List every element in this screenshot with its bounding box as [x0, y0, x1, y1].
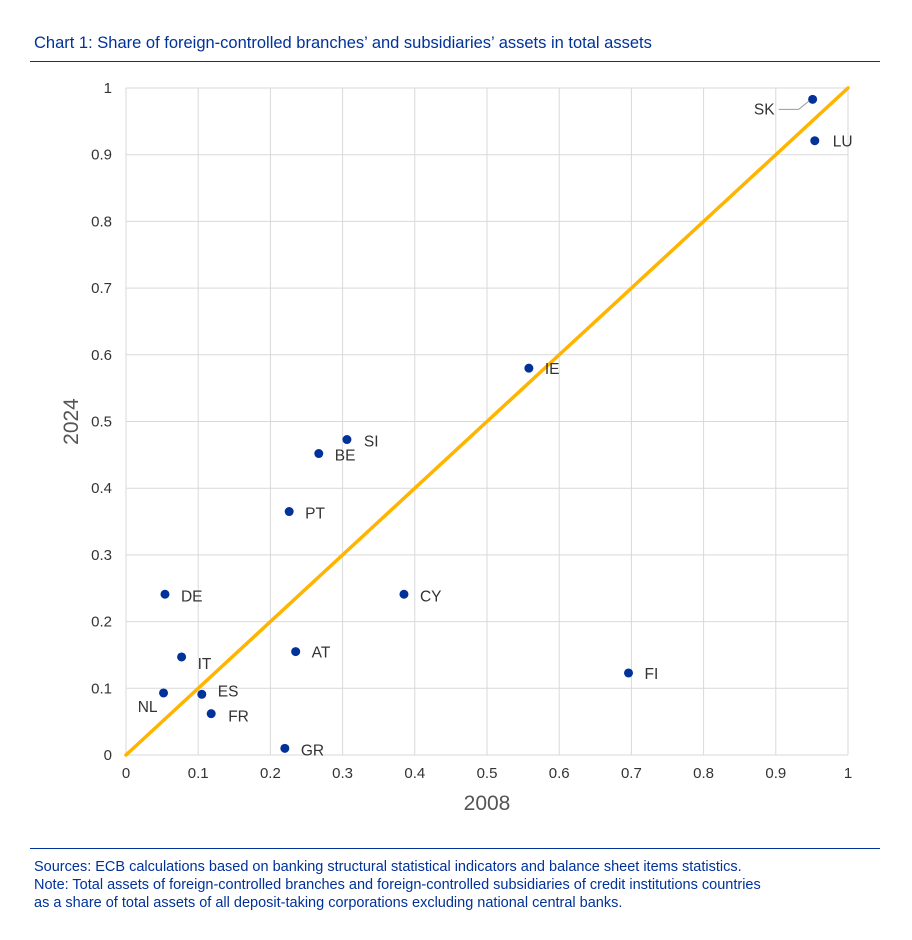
point-sk: [808, 94, 818, 104]
x-tick-label: 0: [122, 765, 130, 782]
point-label-gr: GR: [301, 742, 324, 759]
point-label-fi: FI: [645, 666, 659, 683]
y-tick-label: 0.8: [91, 213, 112, 230]
point-ie: [524, 363, 534, 373]
point-si: [342, 435, 352, 445]
y-tick-label: 0.7: [91, 280, 112, 297]
y-tick-label: 0.5: [91, 414, 112, 431]
notes-divider: [30, 848, 880, 849]
point-fi: [624, 668, 634, 678]
point-nl: [159, 688, 169, 698]
scatter-plot: SK LU IE SI BE PT DE CY AT IT FI ES NL FR GR 0 0.1 0.2 0.…: [60, 80, 853, 815]
point-label-si: SI: [364, 434, 379, 451]
grid-lines: [125, 87, 849, 756]
point-lu: [810, 136, 820, 146]
point-label-ie: IE: [545, 361, 560, 378]
y-tick-label: 1: [104, 80, 112, 97]
point-label-es: ES: [218, 683, 239, 700]
footnotes: Sources: ECB calculations based on banki…: [34, 858, 884, 912]
point-cy: [399, 589, 409, 599]
point-label-cy: CY: [420, 588, 442, 605]
x-tick-label: 0.5: [477, 765, 498, 782]
point-es: [197, 689, 207, 699]
point-label-lu: LU: [833, 134, 853, 151]
x-tick-label: 0.8: [693, 765, 714, 782]
chart-title: Chart 1: Share of foreign-controlled bra…: [34, 34, 652, 52]
definition-note-line-1: Note: Total assets of foreign-controlled…: [34, 877, 761, 893]
leader-line-sk: [778, 100, 809, 110]
point-be: [314, 449, 324, 459]
point-it: [177, 652, 187, 662]
x-tick-label: 0.7: [621, 765, 642, 782]
point-de: [160, 589, 170, 599]
definition-note-line-2: as a share of total assets of all deposi…: [34, 895, 623, 911]
data-points: SK LU IE SI BE PT DE CY AT IT FI ES NL FR GR: [138, 94, 853, 759]
reference-line-group: [124, 86, 850, 757]
point-label-it: IT: [198, 656, 212, 673]
point-label-pt: PT: [305, 506, 325, 523]
x-tick-label: 1: [844, 765, 852, 782]
y-axis-title: 2024: [60, 398, 83, 445]
y-tick-label: 0.1: [91, 680, 112, 697]
point-gr: [280, 743, 290, 753]
point-label-de: DE: [181, 588, 203, 605]
point-fr: [206, 709, 216, 719]
point-label-nl: NL: [138, 699, 158, 716]
point-label-be: BE: [335, 448, 356, 465]
y-tick-label: 0.9: [91, 147, 112, 164]
y-tick-label: 0.2: [91, 614, 112, 631]
axes: 0 0.1 0.2 0.3 0.4 0.5 0.6 0.7 0.8 0.9 1 0 0.1 0.2 0.3 0…: [60, 80, 852, 815]
reference-line: [124, 86, 850, 757]
y-tick-label: 0: [104, 747, 112, 764]
title-divider: [30, 61, 880, 62]
y-tick-label: 0.3: [91, 547, 112, 564]
x-tick-label: 0.1: [188, 765, 209, 782]
y-tick-label: 0.6: [91, 347, 112, 364]
point-pt: [284, 507, 294, 517]
point-label-sk: SK: [754, 101, 775, 118]
y-tick-label: 0.4: [91, 480, 112, 497]
x-tick-label: 0.3: [332, 765, 353, 782]
x-tick-label: 0.6: [549, 765, 570, 782]
point-label-fr: FR: [228, 709, 249, 726]
x-axis-title: 2008: [464, 792, 511, 815]
point-at: [291, 647, 301, 657]
point-label-at: AT: [312, 645, 331, 662]
x-tick-label: 0.2: [260, 765, 281, 782]
sources-note: Sources: ECB calculations based on banki…: [34, 859, 742, 875]
x-tick-label: 0.4: [404, 765, 425, 782]
x-tick-label: 0.9: [765, 765, 786, 782]
